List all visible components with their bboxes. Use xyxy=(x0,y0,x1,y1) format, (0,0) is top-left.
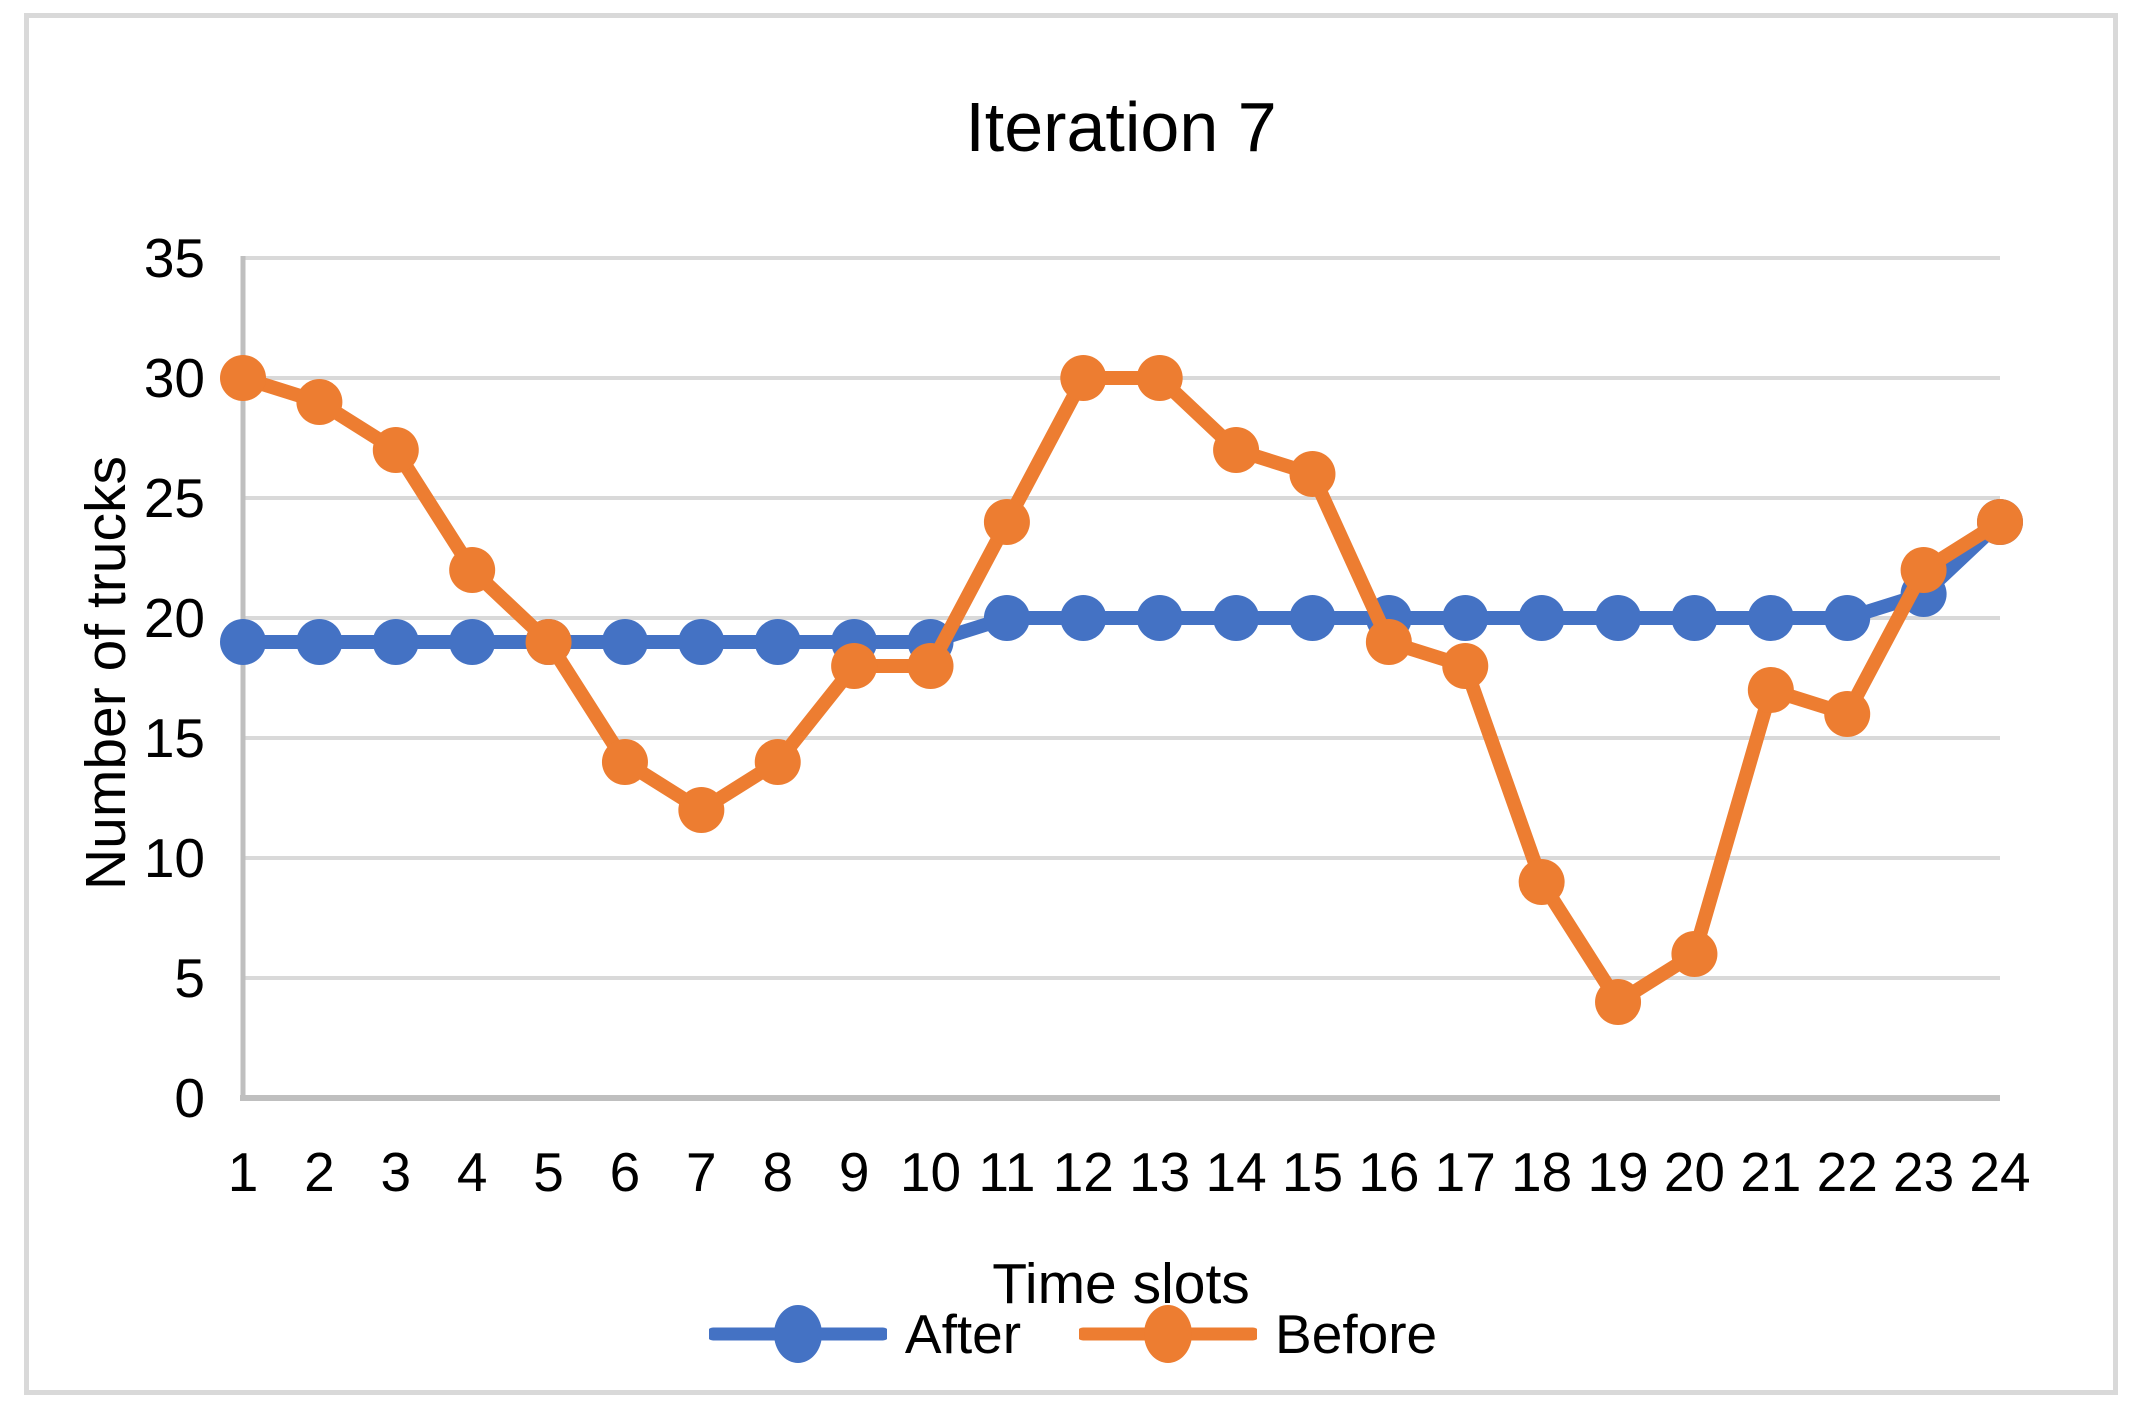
data-point-after-20 xyxy=(1671,595,1718,641)
data-point-before-17 xyxy=(1442,643,1489,689)
legend-label-after: After xyxy=(904,1303,1022,1365)
legend-item-before: Before xyxy=(1079,1302,1437,1366)
x-tick-label-11: 11 xyxy=(978,1141,1036,1203)
x-tick-label-19: 19 xyxy=(1587,1141,1649,1203)
data-point-after-8 xyxy=(754,619,801,665)
data-point-before-23 xyxy=(1900,547,1947,593)
y-tick-label-5: 5 xyxy=(174,947,205,1009)
legend-dot-before xyxy=(1144,1305,1193,1363)
data-point-after-7 xyxy=(678,619,725,665)
data-point-before-5 xyxy=(525,619,572,665)
x-tick-label-9: 9 xyxy=(838,1141,870,1203)
data-point-after-3 xyxy=(372,619,419,665)
x-tick-label-16: 16 xyxy=(1358,1141,1420,1203)
x-tick-label-5: 5 xyxy=(533,1141,564,1203)
data-point-after-13 xyxy=(1136,595,1183,641)
legend-label-before: Before xyxy=(1275,1303,1438,1365)
x-tick-label-13: 13 xyxy=(1129,1141,1191,1203)
x-tick-label-22: 22 xyxy=(1816,1141,1878,1203)
data-point-after-11 xyxy=(983,595,1030,641)
data-point-before-11 xyxy=(983,499,1030,545)
data-point-before-20 xyxy=(1671,931,1718,977)
legend-marker-after-icon xyxy=(708,1305,887,1363)
data-point-before-8 xyxy=(754,739,801,785)
x-tick-label-12: 12 xyxy=(1052,1141,1114,1203)
data-point-before-9 xyxy=(831,643,878,689)
x-tick-label-4: 4 xyxy=(456,1141,488,1203)
series-line-after xyxy=(236,515,2007,649)
x-tick-label-3: 3 xyxy=(380,1141,412,1203)
data-point-before-19 xyxy=(1595,979,1642,1025)
x-tick-label-10: 10 xyxy=(899,1141,962,1203)
data-point-before-15 xyxy=(1289,451,1336,497)
y-tick-label-25: 25 xyxy=(143,467,205,529)
y-axis-title: Number of trucks xyxy=(74,456,138,890)
data-point-after-6 xyxy=(601,619,648,665)
legend-marker-before-icon xyxy=(1079,1305,1258,1363)
y-tick-label-15: 15 xyxy=(143,707,205,769)
data-point-after-1 xyxy=(220,619,266,665)
x-tick-label-20: 20 xyxy=(1663,1141,1726,1203)
x-tick-label-23: 23 xyxy=(1893,1141,1955,1203)
legend-dot-after xyxy=(773,1305,822,1363)
data-point-before-7 xyxy=(678,787,725,833)
x-tick-label-17: 17 xyxy=(1434,1141,1496,1203)
x-tick-label-6: 6 xyxy=(609,1141,641,1203)
data-point-before-16 xyxy=(1365,619,1412,665)
x-tick-label-1: 1 xyxy=(227,1141,259,1203)
legend: After Before xyxy=(0,1302,2146,1366)
y-tick-label-30: 30 xyxy=(143,347,205,409)
data-point-before-14 xyxy=(1213,427,1260,473)
data-point-before-3 xyxy=(372,427,419,473)
x-tick-label-24: 24 xyxy=(1969,1141,2031,1203)
data-point-after-4 xyxy=(449,619,496,665)
data-point-after-22 xyxy=(1824,595,1871,641)
x-tick-label-18: 18 xyxy=(1511,1141,1573,1203)
data-point-after-21 xyxy=(1747,595,1794,641)
data-point-after-18 xyxy=(1518,595,1565,641)
data-point-after-2 xyxy=(296,619,343,665)
data-point-before-24 xyxy=(1977,499,2023,545)
data-point-before-13 xyxy=(1136,355,1183,401)
data-point-after-15 xyxy=(1289,595,1336,641)
data-point-before-2 xyxy=(296,379,343,425)
data-point-before-18 xyxy=(1518,859,1565,905)
legend-item-after: After xyxy=(708,1302,1022,1366)
data-point-after-17 xyxy=(1442,595,1489,641)
data-point-before-21 xyxy=(1747,667,1794,713)
data-point-before-12 xyxy=(1060,355,1107,401)
x-tick-label-14: 14 xyxy=(1205,1141,1267,1203)
data-point-after-12 xyxy=(1060,595,1107,641)
x-axis-title: Time slots xyxy=(992,1252,1250,1316)
y-tick-label-10: 10 xyxy=(143,827,205,889)
data-point-before-22 xyxy=(1824,691,1871,737)
data-point-before-6 xyxy=(601,739,648,785)
x-tick-label-21: 21 xyxy=(1740,1141,1802,1203)
chart-title: Iteration 7 xyxy=(965,88,1277,166)
series-line-before xyxy=(236,371,2007,1009)
y-tick-label-20: 20 xyxy=(143,587,205,649)
y-tick-label-0: 0 xyxy=(174,1067,205,1129)
data-point-before-10 xyxy=(907,643,954,689)
x-tick-label-15: 15 xyxy=(1281,1141,1344,1203)
data-point-after-14 xyxy=(1213,595,1260,641)
x-tick-label-2: 2 xyxy=(304,1141,335,1203)
data-point-before-1 xyxy=(220,355,266,401)
data-point-after-19 xyxy=(1595,595,1642,641)
x-tick-label-8: 8 xyxy=(762,1141,794,1203)
data-point-before-4 xyxy=(449,547,496,593)
x-tick-label-7: 7 xyxy=(686,1141,717,1203)
y-tick-label-35: 35 xyxy=(143,227,205,289)
